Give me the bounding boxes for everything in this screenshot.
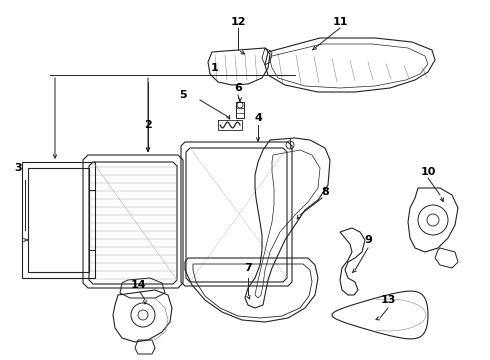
Text: 10: 10 [420, 167, 436, 177]
Text: 5: 5 [179, 90, 187, 100]
Text: 2: 2 [144, 120, 152, 130]
Text: 3: 3 [14, 163, 22, 173]
Text: 12: 12 [230, 17, 246, 27]
Text: 9: 9 [364, 235, 372, 245]
Text: 4: 4 [254, 113, 262, 123]
Text: 13: 13 [380, 295, 396, 305]
Text: 1: 1 [211, 63, 219, 73]
Text: 6: 6 [234, 83, 242, 93]
Text: 8: 8 [321, 187, 329, 197]
Text: 14: 14 [130, 280, 146, 290]
Text: 7: 7 [244, 263, 252, 273]
Text: 11: 11 [332, 17, 348, 27]
